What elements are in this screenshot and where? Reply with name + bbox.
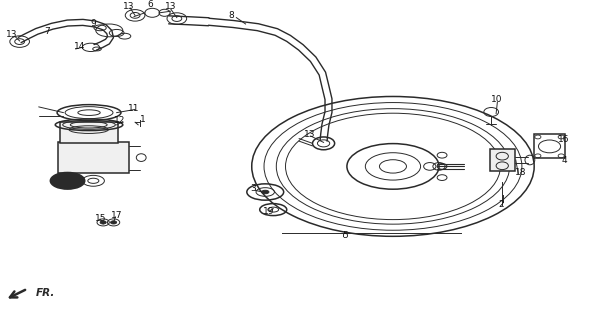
- Text: 13: 13: [304, 130, 316, 139]
- Ellipse shape: [111, 221, 117, 224]
- Text: 18: 18: [515, 168, 526, 177]
- Ellipse shape: [50, 172, 85, 189]
- Bar: [490, 149, 515, 171]
- Ellipse shape: [63, 179, 72, 183]
- Text: 8: 8: [228, 12, 234, 20]
- Text: 11: 11: [128, 104, 139, 113]
- Text: 4: 4: [562, 156, 567, 165]
- Text: 19: 19: [263, 207, 274, 216]
- Text: 13: 13: [123, 2, 134, 11]
- Text: 6: 6: [147, 0, 153, 9]
- Text: 9: 9: [91, 20, 96, 28]
- Bar: [58, 142, 129, 173]
- Text: 17: 17: [111, 211, 122, 220]
- Text: 13: 13: [165, 2, 176, 11]
- Text: 1: 1: [140, 116, 146, 124]
- Text: 14: 14: [74, 42, 85, 51]
- Text: 5: 5: [343, 231, 348, 240]
- Text: 3: 3: [251, 184, 256, 193]
- Text: FR.: FR.: [36, 288, 55, 299]
- Bar: [60, 122, 118, 143]
- Text: 12: 12: [114, 116, 125, 125]
- Text: 13: 13: [6, 30, 18, 39]
- Text: 16: 16: [558, 135, 569, 144]
- Bar: [534, 134, 565, 158]
- Text: 15: 15: [95, 214, 107, 223]
- Text: 2: 2: [499, 200, 504, 209]
- Ellipse shape: [100, 221, 106, 224]
- Text: 7: 7: [44, 28, 50, 36]
- Ellipse shape: [262, 190, 269, 194]
- Text: 10: 10: [491, 95, 503, 104]
